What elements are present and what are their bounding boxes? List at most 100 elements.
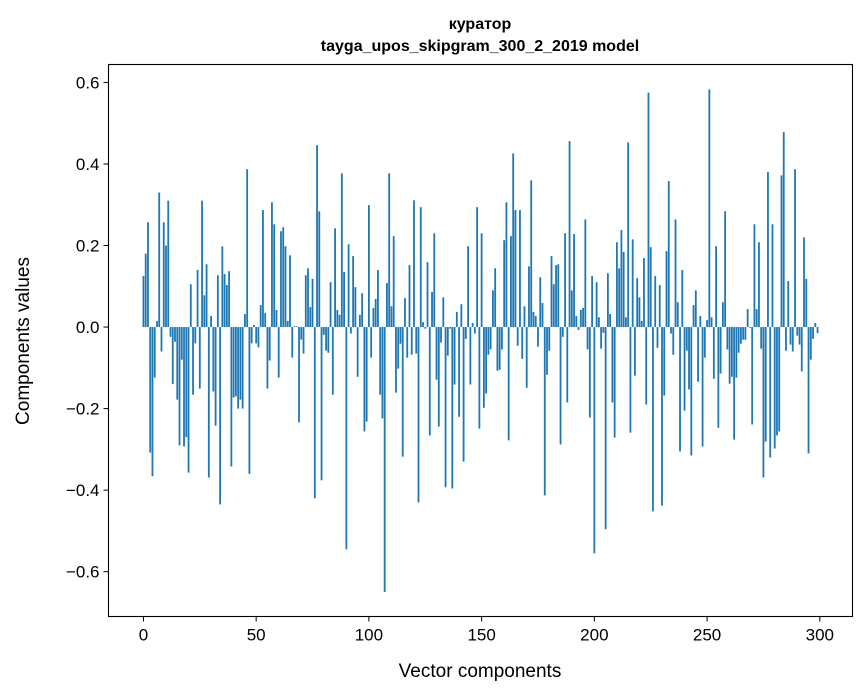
bar-52 xyxy=(259,305,262,328)
bar-264 xyxy=(737,327,740,353)
bar-22 xyxy=(192,327,194,395)
bar-185 xyxy=(559,327,562,445)
bar-167 xyxy=(519,210,521,328)
bar-171 xyxy=(528,266,530,328)
bar-250 xyxy=(706,320,708,328)
bar-255 xyxy=(717,327,720,428)
bar-131 xyxy=(437,327,440,427)
bar-240 xyxy=(683,327,686,411)
bar-144 xyxy=(467,246,470,328)
bar-151 xyxy=(482,327,485,408)
bar-85 xyxy=(334,228,336,328)
bar-59 xyxy=(275,309,278,328)
bar-78 xyxy=(318,211,321,328)
bar-133 xyxy=(442,297,445,328)
bar-298 xyxy=(814,322,817,328)
bar-235 xyxy=(672,327,675,355)
bar-251 xyxy=(708,89,711,328)
bar-62 xyxy=(282,227,285,328)
bar-223 xyxy=(645,327,648,405)
bar-74 xyxy=(309,307,312,328)
bar-107 xyxy=(383,327,386,593)
bar-57 xyxy=(271,202,273,328)
bar-21 xyxy=(189,284,192,328)
x-tick-label: 200 xyxy=(580,626,608,645)
bar-92 xyxy=(349,327,352,334)
bar-145 xyxy=(469,327,472,385)
bar-1 xyxy=(144,253,147,328)
bar-285 xyxy=(785,327,787,351)
plot-area-frame xyxy=(107,63,854,618)
bar-99 xyxy=(365,327,368,422)
bars-group xyxy=(142,89,819,593)
bar-184 xyxy=(557,264,560,328)
bar-75 xyxy=(311,278,314,328)
bar-199 xyxy=(591,276,594,328)
chart-title-line-1: куратор xyxy=(449,16,512,33)
x-tick-label: 150 xyxy=(467,626,495,645)
bar-174 xyxy=(534,316,537,328)
bar-175 xyxy=(537,327,539,347)
bar-193 xyxy=(577,327,580,330)
chart-title-line-2: tayga_upos_skipgram_300_2_2019 model xyxy=(321,38,639,55)
bar-54 xyxy=(264,313,267,328)
bar-164 xyxy=(512,153,515,328)
bar-203 xyxy=(600,327,603,349)
bar-282 xyxy=(778,327,781,432)
bar-280 xyxy=(773,327,776,449)
bar-83 xyxy=(329,282,332,328)
bar-156 xyxy=(494,268,497,328)
y-tick-label: 0.4 xyxy=(76,155,100,174)
bar-7 xyxy=(158,192,161,328)
bar-37 xyxy=(225,285,228,328)
bar-12 xyxy=(169,327,172,337)
bar-284 xyxy=(782,132,785,328)
bar-165 xyxy=(514,210,517,328)
bar-209 xyxy=(613,327,616,438)
bar-19 xyxy=(185,327,188,438)
bar-49 xyxy=(253,325,255,328)
bar-293 xyxy=(803,237,805,328)
bar-289 xyxy=(794,169,796,328)
bar-86 xyxy=(336,309,339,328)
bar-121 xyxy=(415,327,418,354)
bar-195 xyxy=(582,307,584,328)
bar-96 xyxy=(358,314,361,328)
bar-105 xyxy=(379,327,382,395)
bar-179 xyxy=(546,327,548,375)
bar-138 xyxy=(453,327,456,385)
bar-88 xyxy=(340,173,343,328)
bar-163 xyxy=(510,236,512,328)
bar-113 xyxy=(397,327,400,369)
bar-273 xyxy=(758,242,760,328)
bar-239 xyxy=(681,269,684,328)
bar-288 xyxy=(791,327,794,352)
bar-4 xyxy=(151,327,154,477)
bar-139 xyxy=(455,311,458,328)
bar-104 xyxy=(377,269,379,328)
bar-205 xyxy=(604,327,607,530)
bar-275 xyxy=(762,327,765,478)
bar-233 xyxy=(667,181,670,328)
bar-6 xyxy=(156,320,158,328)
bar-116 xyxy=(404,298,406,328)
bar-66 xyxy=(291,327,294,358)
bar-146 xyxy=(471,322,474,328)
bar-279 xyxy=(771,224,774,328)
bar-55 xyxy=(266,327,269,389)
bar-227 xyxy=(654,276,657,328)
bar-80 xyxy=(322,327,325,335)
bar-295 xyxy=(807,327,810,454)
bar-260 xyxy=(728,327,731,384)
bar-14 xyxy=(174,327,176,342)
bar-161 xyxy=(505,202,508,328)
bar-13 xyxy=(171,327,174,385)
bar-47 xyxy=(248,327,251,474)
bar-3 xyxy=(149,327,152,453)
bar-10 xyxy=(165,245,167,328)
bar-114 xyxy=(399,327,402,344)
bar-281 xyxy=(776,327,778,436)
x-tick-label: 50 xyxy=(247,626,266,645)
bar-28 xyxy=(205,264,208,328)
